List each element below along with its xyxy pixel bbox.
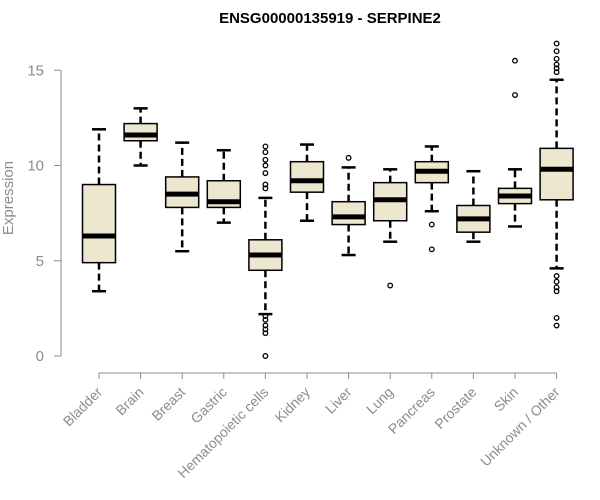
outlier-point bbox=[553, 284, 560, 291]
x-tick-label: Kidney bbox=[272, 384, 314, 426]
box-group bbox=[81, 128, 117, 293]
y-tick-label: 15 bbox=[27, 62, 44, 79]
x-tick-label: Skin bbox=[491, 384, 522, 415]
outlier-point bbox=[553, 273, 560, 279]
plot-area bbox=[81, 40, 574, 359]
box-group bbox=[456, 169, 491, 243]
x-tick-label: Unknown / Other bbox=[477, 384, 563, 470]
x-tick-label: Brain bbox=[112, 384, 146, 418]
outlier-point bbox=[262, 181, 269, 188]
y-axis: 0 5 10 15 bbox=[27, 62, 62, 365]
box bbox=[81, 183, 117, 264]
box-group bbox=[414, 145, 450, 253]
outlier-point bbox=[512, 57, 518, 64]
outlier-point bbox=[553, 322, 560, 329]
outlier-point bbox=[262, 316, 269, 323]
outlier-point bbox=[553, 55, 560, 62]
outlier-point bbox=[262, 156, 269, 163]
outlier-point bbox=[428, 246, 435, 253]
outlier-point bbox=[428, 221, 435, 228]
outlier-point bbox=[387, 282, 394, 289]
outlier-point bbox=[262, 149, 269, 156]
y-tick-label: 5 bbox=[36, 253, 44, 270]
outlier-point bbox=[262, 326, 269, 333]
outlier-point bbox=[512, 92, 518, 98]
box bbox=[289, 160, 325, 193]
outlier-point bbox=[345, 154, 352, 161]
box-group bbox=[164, 141, 200, 253]
chart-title: ENSG00000135919 - SERPINE2 bbox=[219, 10, 441, 27]
outlier-point bbox=[262, 143, 269, 150]
box-group bbox=[289, 143, 325, 222]
x-tick-label: Bladder bbox=[60, 384, 106, 430]
outlier-point bbox=[262, 322, 269, 329]
outlier-point bbox=[262, 353, 269, 359]
outlier-point bbox=[553, 278, 560, 285]
y-tick-label: 10 bbox=[27, 158, 44, 175]
box-group bbox=[372, 168, 408, 289]
outlier-point bbox=[553, 288, 560, 295]
outlier-point bbox=[262, 185, 269, 192]
outlier-point bbox=[553, 61, 560, 68]
box bbox=[123, 122, 158, 142]
y-tick-label: 0 bbox=[36, 348, 44, 365]
box-group bbox=[123, 107, 158, 167]
x-tick-label: Breast bbox=[148, 384, 188, 424]
outlier-point bbox=[553, 48, 560, 55]
x-tick-label: Prostate bbox=[431, 384, 479, 432]
box-group bbox=[331, 154, 366, 257]
outlier-point bbox=[262, 330, 269, 337]
outlier-point bbox=[262, 162, 269, 169]
outlier-point bbox=[553, 40, 560, 47]
box bbox=[539, 147, 574, 201]
box-group bbox=[248, 143, 283, 359]
x-tick-label: Liver bbox=[322, 384, 355, 417]
outlier-point bbox=[262, 170, 269, 177]
box-group bbox=[497, 57, 533, 228]
box bbox=[331, 200, 366, 226]
outlier-point bbox=[262, 313, 269, 319]
box-group bbox=[539, 40, 574, 329]
y-axis-label: Expression bbox=[0, 161, 17, 235]
outlier-point bbox=[553, 69, 560, 76]
outlier-point bbox=[553, 314, 560, 321]
outlier-point bbox=[553, 65, 560, 72]
x-tick-label: Lung bbox=[363, 384, 396, 417]
box-group bbox=[206, 149, 242, 224]
